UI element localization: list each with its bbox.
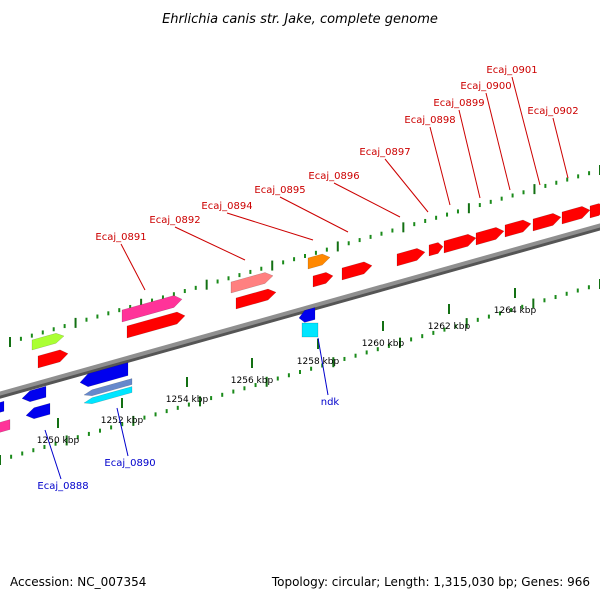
label-leaders xyxy=(44,76,569,480)
feature-arrow xyxy=(428,242,444,257)
label-leader-line xyxy=(226,212,314,241)
feature-arrow xyxy=(83,386,133,405)
feature-arrow xyxy=(312,272,334,288)
gene-label-ecaj_0888: Ecaj_0888 xyxy=(37,481,88,492)
feature-arrow xyxy=(532,213,562,232)
feature-arrow xyxy=(230,272,274,294)
gene-labels: Ecaj_0891Ecaj_0892Ecaj_0894Ecaj_0895Ecaj… xyxy=(37,65,578,492)
feature-arrow xyxy=(37,349,69,369)
gene-label-ecaj_0899: Ecaj_0899 xyxy=(433,98,484,109)
label-leader-line xyxy=(44,429,62,480)
label-leader-line xyxy=(485,92,511,191)
feature-arrow xyxy=(25,402,51,420)
genome-backbone xyxy=(0,223,600,399)
gene-label-ecaj_0895: Ecaj_0895 xyxy=(254,185,305,196)
label-leader-line xyxy=(116,407,129,457)
scale-tick-label: 1262 kbp xyxy=(428,322,471,332)
scale-tick-label: 1252 kbp xyxy=(101,416,144,426)
gene-label-ecaj_0900: Ecaj_0900 xyxy=(460,81,511,92)
gene-label-ndk: ndk xyxy=(321,397,340,408)
feature-arrow xyxy=(475,227,505,246)
label-leader-line xyxy=(429,126,451,206)
map-title: Ehrlichia canis str. Jake, complete geno… xyxy=(162,12,438,27)
label-leader-line xyxy=(552,117,569,179)
scale-tick-label: 1256 kbp xyxy=(231,376,274,386)
feature-arrow xyxy=(396,248,426,267)
scale-tick-labels: 1250 kbp 1252 kbp 1254 kbp 1256 kbp 1258 kbp… xyxy=(37,288,537,446)
scale-tick-label: 1250 kbp xyxy=(37,436,80,446)
scale-tick-label: 1254 kbp xyxy=(166,395,209,405)
gene-features xyxy=(0,203,600,433)
gene-label-ecaj_0898: Ecaj_0898 xyxy=(404,115,455,126)
label-leader-line xyxy=(458,109,481,199)
feature-arrow xyxy=(443,234,477,254)
gene-label-ecaj_0902: Ecaj_0902 xyxy=(527,106,578,117)
feature-arrow xyxy=(79,362,129,388)
gene-label-ecaj_0891: Ecaj_0891 xyxy=(95,232,146,243)
label-leader-line xyxy=(511,76,541,186)
gene-label-ecaj_0896: Ecaj_0896 xyxy=(308,171,359,182)
feature-arrow xyxy=(0,400,5,413)
label-leader-line xyxy=(317,337,329,396)
feature-arrow xyxy=(589,203,600,219)
scale-tick-label: 1258 kbp xyxy=(297,357,340,367)
scale-tick-label: 1264 kbp xyxy=(494,306,537,316)
summary-text: Topology: circular; Length: 1,315,030 bp… xyxy=(271,575,590,589)
label-leader-line xyxy=(174,226,246,261)
feature-arrow xyxy=(21,385,47,403)
scale-ticks xyxy=(0,165,600,465)
accession-text: Accession: NC_007354 xyxy=(10,575,146,589)
feature-arrow xyxy=(307,253,331,270)
backbone-line xyxy=(0,223,600,396)
feature-arrow xyxy=(298,307,316,323)
feature-arrow xyxy=(561,206,591,225)
feature-arrow xyxy=(121,295,183,323)
feature-arrow xyxy=(31,333,65,351)
feature-box xyxy=(301,322,319,338)
feature-arrow xyxy=(504,219,532,238)
feature-arrow xyxy=(83,378,133,397)
label-leader-line xyxy=(279,196,349,233)
feature-arrow xyxy=(235,288,277,310)
gene-label-ecaj_0892: Ecaj_0892 xyxy=(149,215,200,226)
scale-tick-label: 1260 kbp xyxy=(362,339,405,349)
label-leader-line xyxy=(333,182,401,218)
gene-label-ecaj_0890: Ecaj_0890 xyxy=(104,458,155,469)
label-leader-line xyxy=(120,243,146,291)
feature-arrow xyxy=(126,311,186,339)
feature-arrow xyxy=(341,261,373,281)
gene-label-ecaj_0894: Ecaj_0894 xyxy=(201,201,252,212)
label-leader-line xyxy=(384,158,429,213)
feature-arrow xyxy=(0,419,11,433)
gene-label-ecaj_0897: Ecaj_0897 xyxy=(359,147,410,158)
gene-label-ecaj_0901: Ecaj_0901 xyxy=(486,65,537,76)
